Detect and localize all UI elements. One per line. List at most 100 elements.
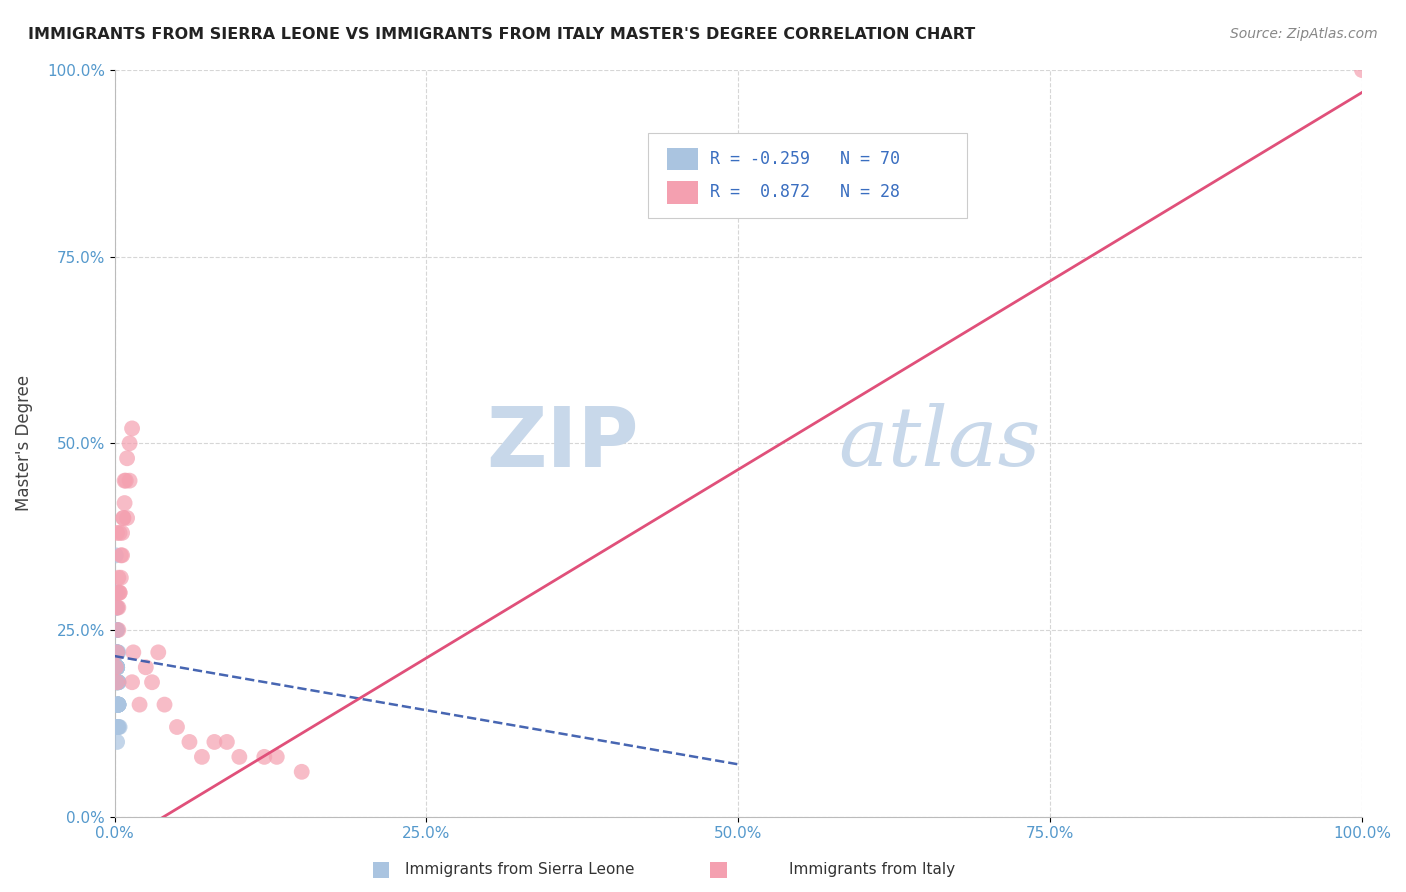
- Point: [105, 645, 128, 659]
- Point: [104, 549, 127, 563]
- Text: R = -0.259   N = 70: R = -0.259 N = 70: [710, 150, 900, 168]
- Point: [112, 511, 135, 525]
- Point: [104, 623, 127, 637]
- Point: [266, 750, 288, 764]
- Text: Immigrants from Sierra Leone: Immigrants from Sierra Leone: [405, 863, 636, 877]
- Point: [105, 720, 128, 734]
- Point: [104, 585, 127, 599]
- Point: [105, 645, 128, 659]
- Point: [104, 623, 127, 637]
- Point: [107, 698, 129, 712]
- Point: [135, 660, 157, 674]
- Point: [115, 451, 138, 466]
- Point: [104, 623, 127, 637]
- Point: [115, 474, 138, 488]
- Point: [107, 698, 129, 712]
- Point: [107, 698, 129, 712]
- Point: [105, 600, 128, 615]
- Point: [108, 585, 131, 599]
- Point: [111, 549, 134, 563]
- Point: [104, 660, 127, 674]
- Point: [105, 660, 128, 674]
- Point: [105, 660, 128, 674]
- Point: [107, 698, 129, 712]
- Point: [105, 675, 128, 690]
- Point: [104, 623, 127, 637]
- Point: [291, 764, 314, 779]
- Text: Source: ZipAtlas.com: Source: ZipAtlas.com: [1230, 27, 1378, 41]
- Point: [108, 525, 131, 540]
- Point: [107, 698, 129, 712]
- Point: [107, 600, 129, 615]
- Point: [141, 675, 163, 690]
- Point: [105, 698, 128, 712]
- Point: [107, 585, 129, 599]
- Point: [105, 675, 128, 690]
- Point: [104, 645, 127, 659]
- Point: [104, 600, 127, 615]
- Point: [105, 645, 128, 659]
- Text: atlas: atlas: [838, 403, 1040, 483]
- Point: [105, 698, 128, 712]
- Point: [104, 660, 127, 674]
- Point: [114, 496, 136, 510]
- Point: [215, 735, 238, 749]
- Point: [1351, 63, 1374, 78]
- Point: [118, 436, 141, 450]
- Point: [108, 585, 131, 599]
- Point: [228, 750, 250, 764]
- Point: [202, 735, 225, 749]
- Text: ZIP: ZIP: [486, 403, 638, 483]
- Point: [105, 675, 128, 690]
- Point: [114, 474, 136, 488]
- Point: [104, 645, 127, 659]
- Point: [105, 720, 128, 734]
- Point: [107, 675, 129, 690]
- Point: [105, 675, 128, 690]
- Point: [166, 720, 188, 734]
- Point: [107, 698, 129, 712]
- Point: [104, 623, 127, 637]
- Point: [104, 600, 127, 615]
- Point: [105, 698, 128, 712]
- Point: [112, 511, 135, 525]
- Point: [105, 600, 128, 615]
- Point: [110, 571, 132, 585]
- Point: [104, 660, 127, 674]
- Point: [105, 735, 128, 749]
- Point: [121, 675, 143, 690]
- Y-axis label: Master's Degree: Master's Degree: [15, 376, 32, 511]
- Point: [105, 660, 128, 674]
- Point: [115, 511, 138, 525]
- Point: [105, 660, 128, 674]
- Point: [105, 660, 128, 674]
- Point: [105, 660, 128, 674]
- Point: [105, 675, 128, 690]
- Point: [153, 698, 176, 712]
- Point: [105, 675, 128, 690]
- Point: [105, 645, 128, 659]
- Point: [107, 720, 129, 734]
- Point: [104, 645, 127, 659]
- Point: [107, 675, 129, 690]
- Point: [104, 600, 127, 615]
- Point: [105, 585, 128, 599]
- Point: [105, 525, 128, 540]
- Point: [104, 645, 127, 659]
- Point: [105, 623, 128, 637]
- Point: [122, 645, 145, 659]
- Point: [107, 571, 129, 585]
- Text: R =  0.872   N = 28: R = 0.872 N = 28: [710, 184, 900, 202]
- Point: [107, 698, 129, 712]
- Point: [191, 750, 214, 764]
- Point: [104, 645, 127, 659]
- Point: [253, 750, 276, 764]
- Point: [104, 623, 127, 637]
- Point: [107, 675, 129, 690]
- Point: [105, 698, 128, 712]
- Text: IMMIGRANTS FROM SIERRA LEONE VS IMMIGRANTS FROM ITALY MASTER'S DEGREE CORRELATIO: IMMIGRANTS FROM SIERRA LEONE VS IMMIGRAN…: [28, 27, 976, 42]
- Point: [105, 675, 128, 690]
- Point: [105, 675, 128, 690]
- Point: [105, 645, 128, 659]
- Point: [118, 474, 141, 488]
